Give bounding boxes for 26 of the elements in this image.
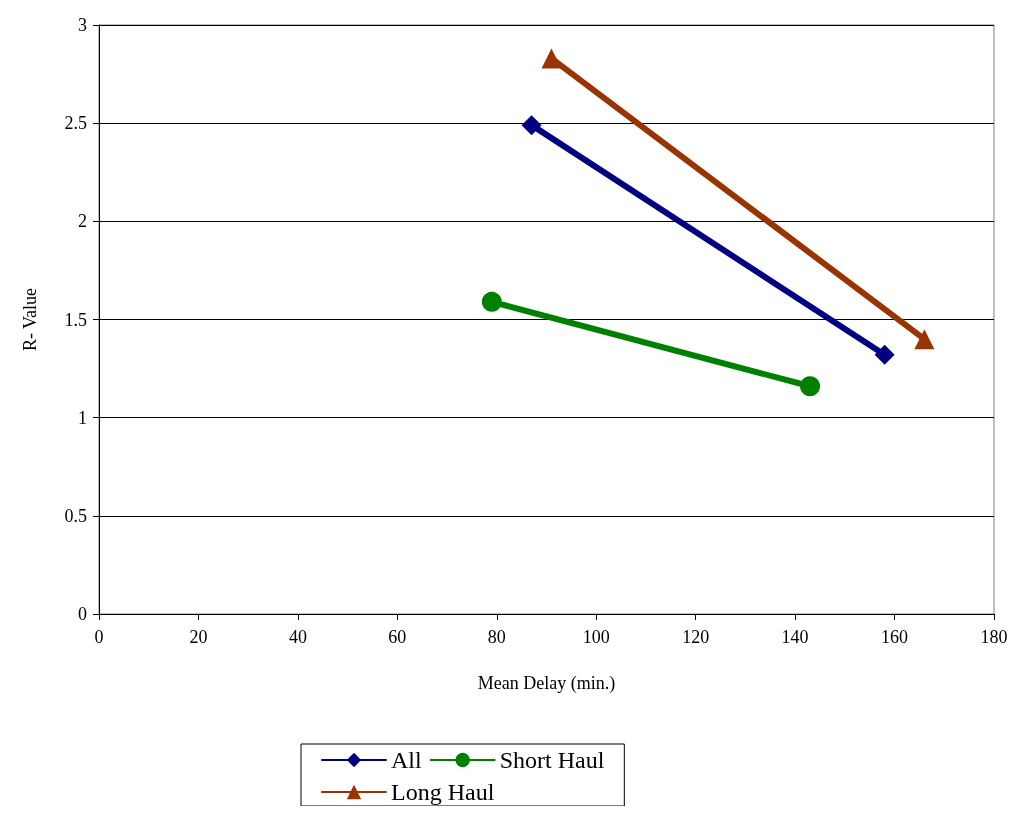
y-tick-label: 1.5	[64, 309, 87, 330]
y-tick-label: 0	[78, 604, 87, 624]
x-tick-label: 80	[487, 627, 506, 647]
x-tick-label: 20	[189, 627, 208, 647]
x-tick-label: 40	[288, 627, 307, 647]
point	[521, 115, 542, 136]
legend-label: Long Haul	[391, 779, 495, 805]
x-tick-label: 0	[94, 627, 104, 647]
x-tick-label: 100	[582, 627, 610, 647]
legend-label: Short Haul	[499, 747, 605, 773]
x-tick-label: 140	[781, 627, 809, 647]
legend-label: All	[391, 747, 422, 773]
x-tick-label: 160	[881, 627, 909, 647]
x-axis-title: Mean Delay (min.)	[477, 673, 616, 694]
x-tick-label: 120	[682, 627, 710, 647]
x-tick-label: 180	[980, 627, 1008, 647]
y-axis-title: R- Value	[20, 287, 40, 352]
y-tick-label: 2	[78, 211, 87, 232]
y-tick-label: 0.5	[64, 505, 87, 526]
point	[800, 376, 821, 397]
point	[481, 291, 502, 312]
x-tick-label: 60	[388, 627, 407, 647]
y-tick-label: 1	[78, 407, 87, 428]
point	[874, 344, 895, 365]
y-tick-label: 2.5	[64, 113, 87, 134]
y-tick-label: 3	[78, 15, 87, 35]
